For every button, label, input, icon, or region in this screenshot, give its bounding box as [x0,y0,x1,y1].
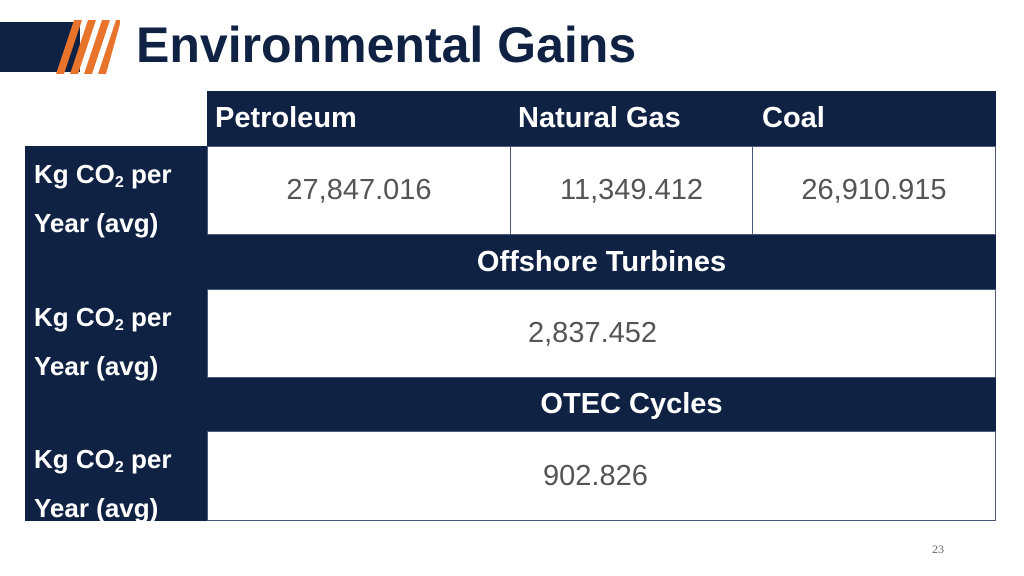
column-header-natural-gas: Natural Gas [518,102,681,134]
column-header-coal: Coal [762,102,825,134]
row-label-prefix: Kg CO [34,444,115,474]
row-label-prefix: Kg CO [34,302,115,332]
row-label-line2: Year (avg) [34,493,159,523]
slide-title: Environmental Gains [136,17,637,73]
header-row-background [207,91,996,146]
row-label-suffix: per [123,302,172,332]
value-offshore: 2,837.452 [207,289,996,378]
row-label-subscript: 2 [114,459,124,476]
row-label-suffix: per [123,444,172,474]
stripes-decoration-icon [56,20,120,74]
column-header-petroleum: Petroleum [215,102,357,134]
offshore-heading: Offshore Turbines [207,235,996,289]
row-label-prefix: Kg CO [34,159,115,189]
value-natural-gas: 11,349.412 [510,146,753,235]
row-label-subscript: 2 [114,174,124,191]
row-label-column [25,146,207,521]
row-label-line2: Year (avg) [34,351,159,381]
row-label-suffix: per [123,159,172,189]
row-label-offshore: Kg CO2 per Year (avg) [25,289,207,381]
row-label-subscript: 2 [114,317,124,334]
page-number: 23 [932,542,944,556]
value-petroleum: 27,847.016 [207,146,511,235]
row-label-line2: Year (avg) [34,208,159,238]
row-label-otec: Kg CO2 per Year (avg) [25,431,207,523]
row-label-fossil: Kg CO2 per Year (avg) [25,146,207,238]
value-otec: 902.826 [207,431,996,521]
otec-heading: OTEC Cycles [207,378,996,431]
value-coal: 26,910.915 [752,146,996,235]
